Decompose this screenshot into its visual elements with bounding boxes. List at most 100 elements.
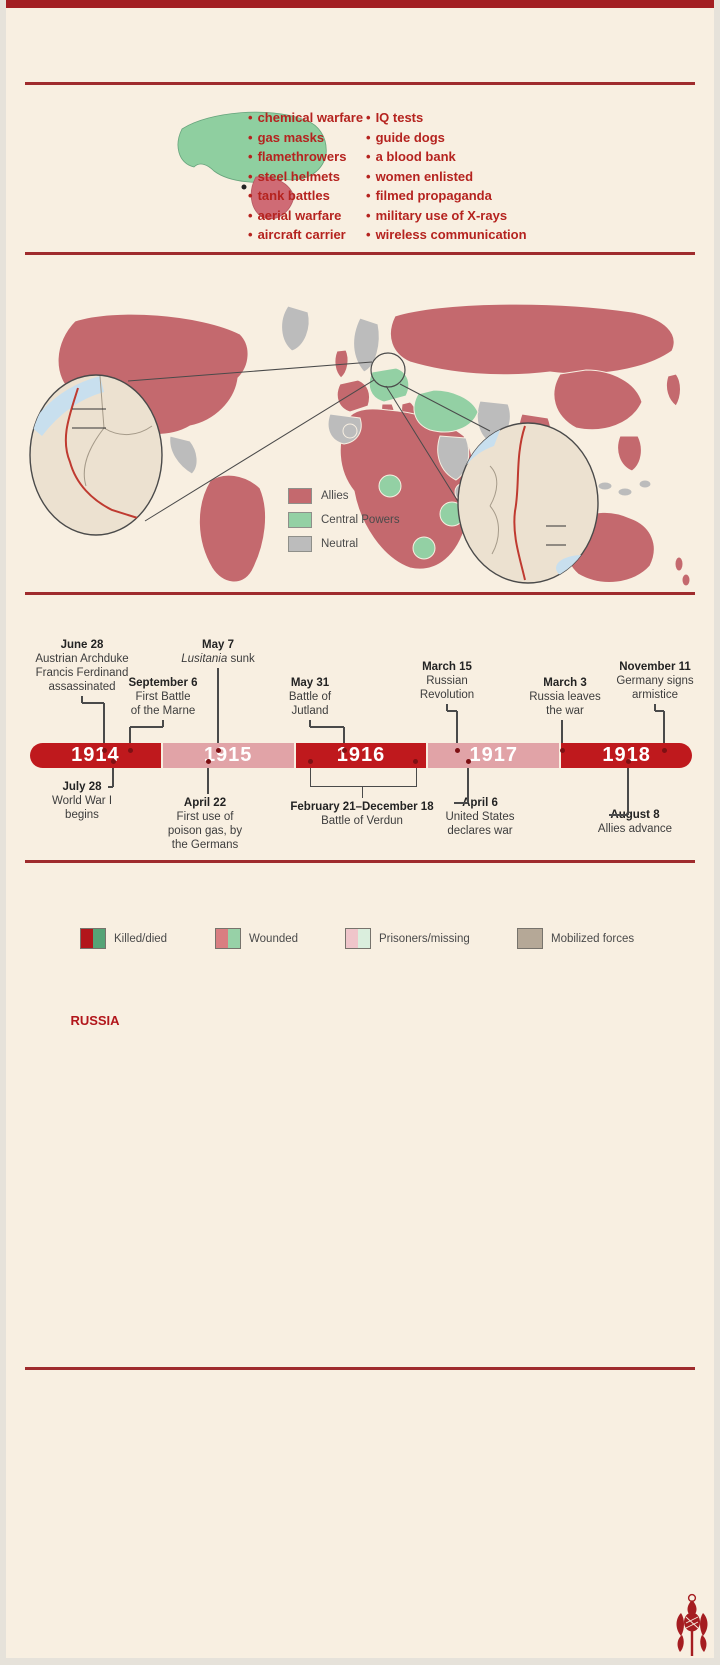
event-label: Russian xyxy=(426,675,468,687)
connector-line xyxy=(310,726,344,728)
allies-color xyxy=(81,929,93,948)
war-first-item: • filmed propaganda xyxy=(366,186,527,206)
event-label: Revolution xyxy=(419,689,475,701)
sea-area xyxy=(30,376,104,436)
connector-line xyxy=(162,720,164,727)
event-date: September 6 xyxy=(128,677,198,689)
legend-swatch xyxy=(517,928,543,949)
donut-country-label: RUSSIA xyxy=(70,1013,120,1028)
event-label: the war xyxy=(546,705,584,717)
timeline-bar: 1914 1915 1916 1917 1918 xyxy=(30,743,692,768)
event-label: World War I xyxy=(51,795,113,807)
event-label: United States xyxy=(445,811,515,823)
war-first-item: • steel helmets xyxy=(248,167,363,187)
connector-line xyxy=(81,696,83,703)
western-front-line xyxy=(64,387,145,521)
austria-hungary-shape xyxy=(177,111,327,183)
legend-label: Neutral xyxy=(321,538,359,550)
world-map-legend: Allies Central Powers Neutral xyxy=(288,484,400,556)
event-date: May 31 xyxy=(290,677,330,689)
connector-line xyxy=(361,786,364,798)
legend-label: Killed/died xyxy=(114,932,168,945)
legend-label: Allies xyxy=(321,490,349,502)
bullet-icon: • xyxy=(366,188,371,203)
legend-swatch xyxy=(215,928,241,949)
timeline-tick-dot xyxy=(205,758,211,764)
event-label: First Battle xyxy=(135,691,191,703)
legend-swatch xyxy=(288,512,312,528)
bullet-icon: • xyxy=(248,227,253,242)
europe-1919-map xyxy=(453,1408,695,1607)
war-first-label: filmed propaganda xyxy=(375,188,492,203)
legend-swatch xyxy=(345,928,371,949)
legend-label: Wounded xyxy=(249,932,299,945)
timeline-event: November 11 Germany signs armistice xyxy=(580,660,720,702)
casualty-legend-item: Wounded xyxy=(215,928,298,949)
war-first-item: • aerial warfare xyxy=(248,206,363,226)
event-date: March 3 xyxy=(543,677,587,689)
timeline-tick-dot xyxy=(127,747,133,753)
bullet-icon: • xyxy=(366,110,371,125)
legend-item: Allies xyxy=(288,484,400,508)
timeline-tick-dot xyxy=(625,758,631,764)
bullet-icon: • xyxy=(248,207,253,223)
inset-connector-line xyxy=(144,379,375,522)
verdun-bracket xyxy=(310,768,417,787)
event-label: Jutland xyxy=(291,705,329,717)
inset-connector-line xyxy=(127,361,373,382)
war-first-label: gas masks xyxy=(257,129,325,145)
bullet-icon: • xyxy=(366,129,371,145)
event-label: Germany signs xyxy=(616,675,694,687)
divider-rule xyxy=(25,592,695,595)
bullet-icon: • xyxy=(366,149,371,164)
event-label: Battle of Verdun xyxy=(321,815,403,827)
timeline-year-1918: 1918 xyxy=(561,743,692,768)
event-label: begins xyxy=(65,809,99,821)
war-first-item: • gas masks xyxy=(248,128,363,148)
bullet-icon: • xyxy=(366,227,371,242)
event-date: April 22 xyxy=(183,797,227,809)
timeline-year-1915: 1915 xyxy=(162,743,294,768)
page-background xyxy=(6,0,714,1658)
allies-color xyxy=(216,929,228,948)
connector-line xyxy=(447,710,457,712)
war-first-item: • military use of X-rays xyxy=(366,206,527,226)
timeline-tick-dot xyxy=(454,747,460,753)
timeline-event: March 3 Russia leaves the war xyxy=(490,676,640,718)
war-first-item: • tank battles xyxy=(248,186,363,206)
war-first-label: a blood bank xyxy=(375,149,456,164)
bullet-icon: • xyxy=(248,188,253,203)
connector-line xyxy=(82,702,104,704)
timeline-event: May 31 Battle of Jutland xyxy=(235,676,385,718)
event-label: Battle of xyxy=(288,691,332,703)
event-date: March 15 xyxy=(422,661,472,673)
war-first-label: guide dogs xyxy=(375,129,445,145)
divider-rule xyxy=(25,1367,695,1370)
top-red-strip xyxy=(6,0,714,8)
war-firsts-column-1: • chemical warfare • gas masks • flamethrower… xyxy=(248,108,363,245)
connector-line xyxy=(454,802,468,804)
connector-line xyxy=(627,768,629,815)
timeline-event: August 8 Allies advance xyxy=(560,808,710,836)
timeline-tick-dot xyxy=(412,758,418,764)
divider-rule xyxy=(25,252,695,255)
connector-line xyxy=(446,704,448,711)
bullet-icon: • xyxy=(248,168,253,184)
war-first-item: • IQ tests xyxy=(366,108,527,128)
timeline-event: September 6 First Battle of the Marne xyxy=(88,676,238,718)
event-label: of the Marne xyxy=(130,705,196,717)
connector-line xyxy=(456,711,458,743)
event-date: November 11 xyxy=(619,661,691,673)
event-label: First use of xyxy=(176,811,234,823)
allies-color xyxy=(346,929,358,948)
war-first-label: flamethrowers xyxy=(257,149,347,164)
central-powers-landmasses xyxy=(368,367,479,560)
casualty-legend-item: Prisoners/missing xyxy=(345,928,470,949)
mobilized-color xyxy=(518,929,542,948)
timeline-tick-dot xyxy=(215,747,221,753)
bullet-icon: • xyxy=(248,110,253,125)
connector-line xyxy=(655,710,664,712)
connector-line xyxy=(108,786,113,788)
timeline-tick-dot xyxy=(101,747,107,753)
war-first-item: • women enlisted xyxy=(366,167,527,187)
